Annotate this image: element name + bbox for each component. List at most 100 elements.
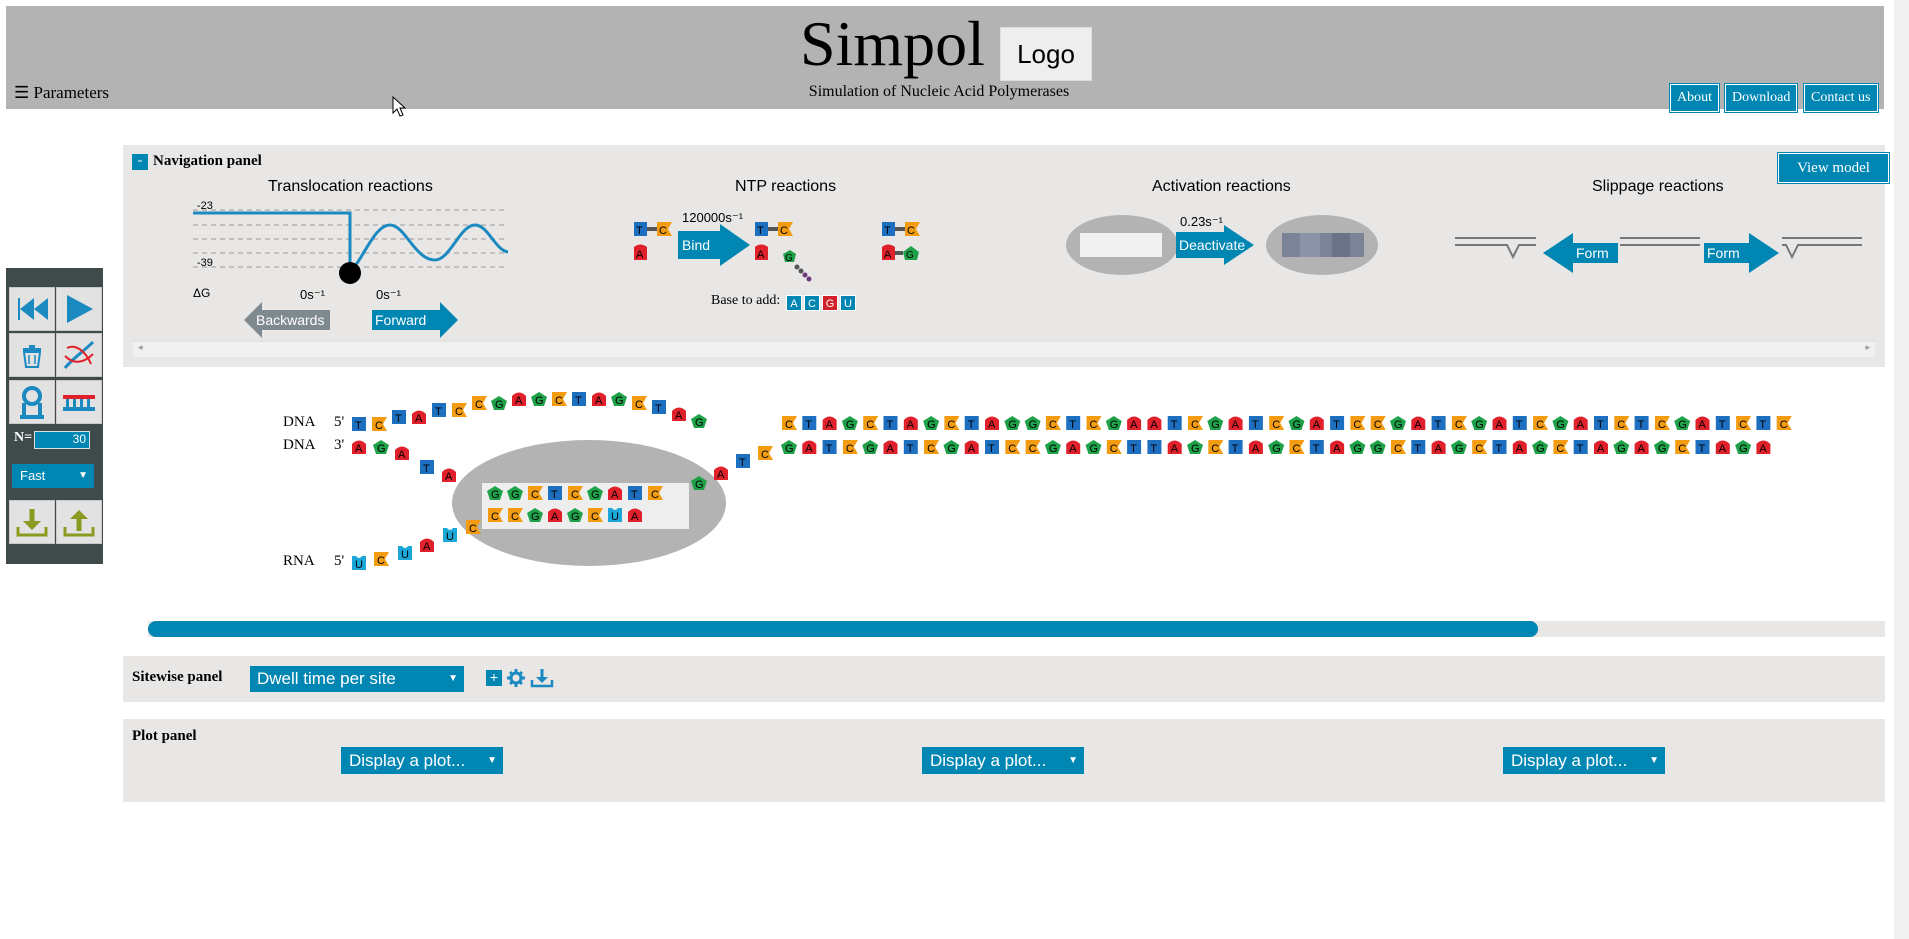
nucleotide-letter: G	[1353, 443, 1362, 455]
nucleotide-a: A	[822, 416, 837, 431]
nucleotide-g: G	[1288, 416, 1305, 431]
nucleotide-c: C	[648, 486, 663, 501]
base-c-button[interactable]: C	[804, 295, 820, 311]
nucleotide-letter: A	[826, 419, 834, 431]
nucleotide-c: C	[452, 403, 467, 418]
base-a-button[interactable]: A	[786, 295, 802, 311]
nucleotide-letter: C	[555, 395, 563, 407]
nav-collapse-button[interactable]: -	[132, 154, 148, 170]
nucleotide-g: G	[1552, 416, 1569, 431]
nav-panel-title: Navigation panel	[153, 153, 262, 169]
upload-sequence-button[interactable]	[56, 500, 102, 544]
nucleotide-letter: T	[1435, 419, 1442, 431]
nucleotide-letter: G	[695, 417, 704, 429]
nucleotide-letter: T	[355, 420, 362, 432]
play-button[interactable]	[56, 287, 102, 331]
plot-select-2[interactable]: Display a plot... ▼	[922, 747, 1084, 774]
nucleotide-letter: C	[375, 420, 383, 432]
nucleotide-t: T	[1147, 440, 1162, 455]
nucleotide-c: C	[1350, 416, 1366, 431]
deactivate-button[interactable]: Deactivate	[1176, 225, 1254, 265]
svg-text:G: G	[785, 253, 793, 264]
svg-text:C: C	[659, 225, 667, 237]
rewind-button[interactable]	[9, 287, 55, 331]
nucleotide-t: T	[736, 454, 750, 469]
plot-select-1[interactable]: Display a plot... ▼	[341, 747, 503, 774]
bind-button[interactable]: Bind	[678, 224, 750, 266]
view-model-button[interactable]: View model	[1778, 153, 1889, 183]
sitewise-select[interactable]: Dwell time per site ▼	[250, 666, 464, 692]
nucleotide-t: T	[420, 460, 434, 475]
nucleotide-letter: C	[1556, 443, 1564, 455]
nucleotide-letter: C	[846, 443, 854, 455]
plot-select-3[interactable]: Display a plot... ▼	[1503, 747, 1665, 774]
plus-icon[interactable]: +	[486, 670, 502, 686]
nucleotide-letter: C	[591, 511, 599, 523]
gear-icon[interactable]	[506, 668, 526, 688]
nucleotide-letter: C	[1049, 419, 1057, 431]
nucleotide-t: T	[1492, 440, 1507, 455]
nucleotide-sequence-view: T CT AT CC G A G C T A G C TAG C T A G C T A G C T A G G C T C G A A T C G…	[352, 392, 1792, 571]
page-scrollbar[interactable]	[1894, 0, 1909, 939]
form-right-button[interactable]: Form	[1704, 233, 1779, 273]
backwards-button[interactable]: Backwards	[244, 302, 330, 338]
nucleotide-t: T	[1634, 416, 1649, 431]
nucleotide-letter: G	[1394, 419, 1403, 431]
nucleotide-letter: T	[395, 413, 402, 425]
nucleotide-t: T	[652, 400, 666, 415]
svg-text:T: T	[884, 225, 891, 237]
about-button[interactable]: About	[1670, 84, 1719, 112]
nucleotide-letter: C	[1739, 419, 1747, 431]
nucleotide-letter: T	[1699, 443, 1706, 455]
download-button[interactable]: Download	[1725, 84, 1798, 112]
nucleotide-c: C	[488, 508, 503, 523]
nucleotide-g: G	[1024, 416, 1041, 431]
nucleotide-letter: C	[1780, 419, 1788, 431]
ntp-title: NTP reactions	[735, 178, 837, 195]
nucleotide-letter: G	[1049, 443, 1058, 455]
download-icon[interactable]	[530, 668, 554, 688]
nucleotide-letter: C	[1191, 419, 1199, 431]
nucleotide-letter: G	[1617, 443, 1626, 455]
n-label: N=	[14, 430, 33, 445]
nucleotide-g: G	[1613, 440, 1630, 455]
form-left-button[interactable]: Form	[1543, 233, 1618, 273]
dna-button[interactable]	[56, 333, 102, 377]
nucleotide-t: T	[1573, 440, 1588, 455]
delete-button[interactable]	[9, 333, 55, 377]
scroll-left-icon[interactable]: ◂	[138, 342, 143, 352]
scroll-right-icon[interactable]: ▸	[1865, 342, 1870, 352]
nucleotide-t: T	[1248, 416, 1263, 431]
nucleotide-letter: T	[907, 443, 914, 455]
n-input[interactable]: 30	[34, 431, 90, 449]
form-right-label: Form	[1707, 245, 1740, 261]
nucleotide-letter: T	[1597, 419, 1604, 431]
nucleotide-c: C	[1289, 440, 1305, 455]
nucleotide-letter: G	[1536, 443, 1545, 455]
base-g-button[interactable]: G	[822, 295, 838, 311]
base-u-button[interactable]: U	[840, 295, 856, 311]
nucleotide-c: C	[372, 417, 387, 432]
download-sequence-button[interactable]	[9, 500, 55, 544]
nucleotide-t: T	[1512, 416, 1527, 431]
forward-button[interactable]: Forward	[372, 302, 458, 338]
polymerase-button[interactable]	[9, 380, 55, 424]
nucleotide-letter: A	[611, 489, 619, 501]
plot-select-1-value: Display a plot...	[349, 751, 466, 770]
nucleotide-letter: G	[511, 489, 520, 501]
contact-button[interactable]: Contact us	[1804, 84, 1878, 112]
speed-select[interactable]: Fast ▼	[12, 464, 94, 488]
nucleotide-g: G	[1349, 440, 1366, 455]
nucleotide-a: A	[1228, 416, 1243, 431]
nucleotide-letter: A	[1232, 419, 1240, 431]
sequence-button[interactable]	[56, 380, 102, 424]
nucleotide-letter: A	[1759, 443, 1767, 455]
svg-text:T: T	[757, 225, 764, 237]
nucleotide-g: G	[1674, 416, 1691, 431]
nucleotide-letter: T	[1252, 419, 1259, 431]
nav-horizontal-scrollbar[interactable]: ◂ ▸	[133, 341, 1875, 357]
parameters-toggle[interactable]: ☰ Parameters	[14, 83, 110, 102]
nucleotide-t: T	[903, 440, 918, 455]
nucleotide-g: G	[1044, 440, 1061, 455]
nucleotide-letter: U	[446, 531, 454, 543]
